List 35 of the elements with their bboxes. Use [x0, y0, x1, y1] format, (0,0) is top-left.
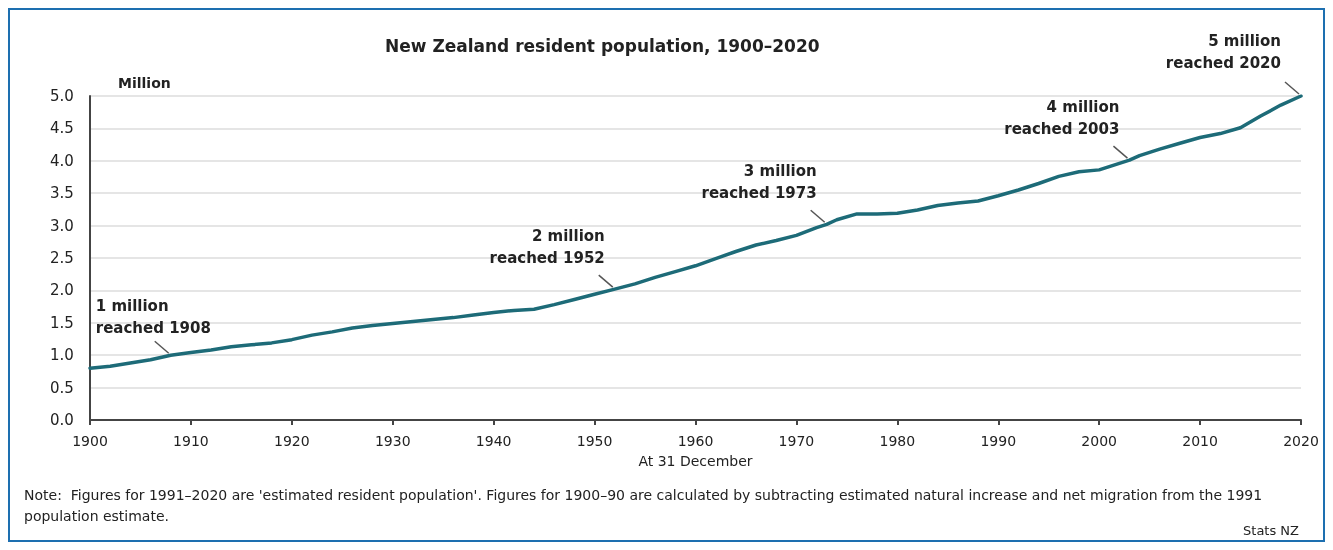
x-tick-label: 1990: [980, 433, 1017, 449]
y-tick-label: 4.0: [50, 151, 74, 170]
y-tick-label: 0.5: [50, 378, 74, 397]
x-tick-label: 1950: [576, 433, 613, 449]
line-series: [88, 94, 1303, 370]
x-tick-label: 1900: [72, 433, 108, 449]
chart-title: New Zealand resident population, 1900–2020: [385, 35, 820, 56]
y-tick-label: 3.5: [50, 184, 74, 203]
x-tick-label: 2000: [1081, 433, 1117, 449]
x-tick-label: 1940: [475, 433, 512, 449]
annotation: 1 million reached 1908: [95, 297, 211, 338]
x-tick-label: 1930: [374, 433, 411, 449]
annotation: 5 million reached 2020: [1165, 32, 1281, 72]
x-axis-title: At 31 December: [638, 453, 753, 469]
annotation: 4 million reached 2003: [1004, 98, 1120, 139]
y-tick-label: 2.0: [50, 281, 74, 300]
x-tick-label: 1910: [173, 433, 209, 449]
y-tick-label: 2.5: [50, 249, 74, 267]
text: Note: Figures for 1991–2020 are 'estimated resident population'. Figures for 1900–90 are calculated by subtracting estimated natural increase and net migration from the 1991 population estimate.: [24, 486, 1267, 524]
y-tick-label: 1.0: [50, 346, 74, 365]
annotation: 3 million reached 1973: [701, 162, 817, 203]
y-axis-title: Million: [118, 75, 171, 91]
x-tick-label: 2010: [1182, 433, 1218, 449]
x-tick-label: 1970: [778, 433, 815, 449]
x-tick-label: 1960: [677, 433, 714, 449]
y-tick-label: 4.5: [50, 119, 74, 138]
x-tick-label: 2020: [1283, 433, 1319, 449]
text: Stats NZ: [1243, 523, 1300, 538]
x-tick-label: 1980: [879, 433, 916, 449]
y-tick-label: 3.0: [50, 216, 74, 235]
annotation: 2 million reached 1952: [489, 227, 605, 268]
y-tick-label: 1.5: [50, 313, 74, 332]
y-tick-label: 0.0: [50, 411, 74, 429]
x-tick-label: 1920: [274, 433, 310, 449]
y-tick-label: 5.0: [50, 87, 74, 105]
